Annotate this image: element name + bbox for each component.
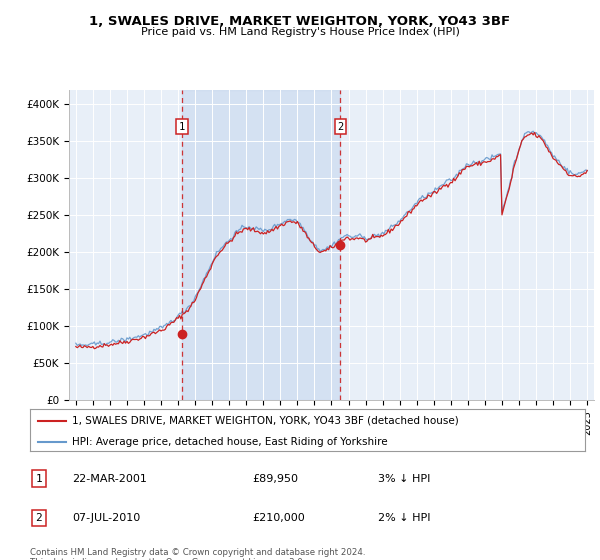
Text: 2: 2 (35, 513, 43, 523)
Text: 2: 2 (337, 122, 343, 132)
Text: £210,000: £210,000 (252, 513, 305, 523)
Text: 3% ↓ HPI: 3% ↓ HPI (378, 474, 430, 484)
Text: 1, SWALES DRIVE, MARKET WEIGHTON, YORK, YO43 3BF: 1, SWALES DRIVE, MARKET WEIGHTON, YORK, … (89, 15, 511, 28)
Bar (182, 90, 340, 400)
Text: 2% ↓ HPI: 2% ↓ HPI (378, 513, 431, 523)
Text: Contains HM Land Registry data © Crown copyright and database right 2024.
This d: Contains HM Land Registry data © Crown c… (30, 548, 365, 560)
Text: Price paid vs. HM Land Registry's House Price Index (HPI): Price paid vs. HM Land Registry's House … (140, 27, 460, 37)
Text: HPI: Average price, detached house, East Riding of Yorkshire: HPI: Average price, detached house, East… (71, 437, 387, 446)
Text: 22-MAR-2001: 22-MAR-2001 (72, 474, 147, 484)
Text: 1, SWALES DRIVE, MARKET WEIGHTON, YORK, YO43 3BF (detached house): 1, SWALES DRIVE, MARKET WEIGHTON, YORK, … (71, 416, 458, 426)
Text: £89,950: £89,950 (252, 474, 298, 484)
Text: 1: 1 (35, 474, 43, 484)
Text: 1: 1 (179, 122, 185, 132)
Text: 07-JUL-2010: 07-JUL-2010 (72, 513, 140, 523)
